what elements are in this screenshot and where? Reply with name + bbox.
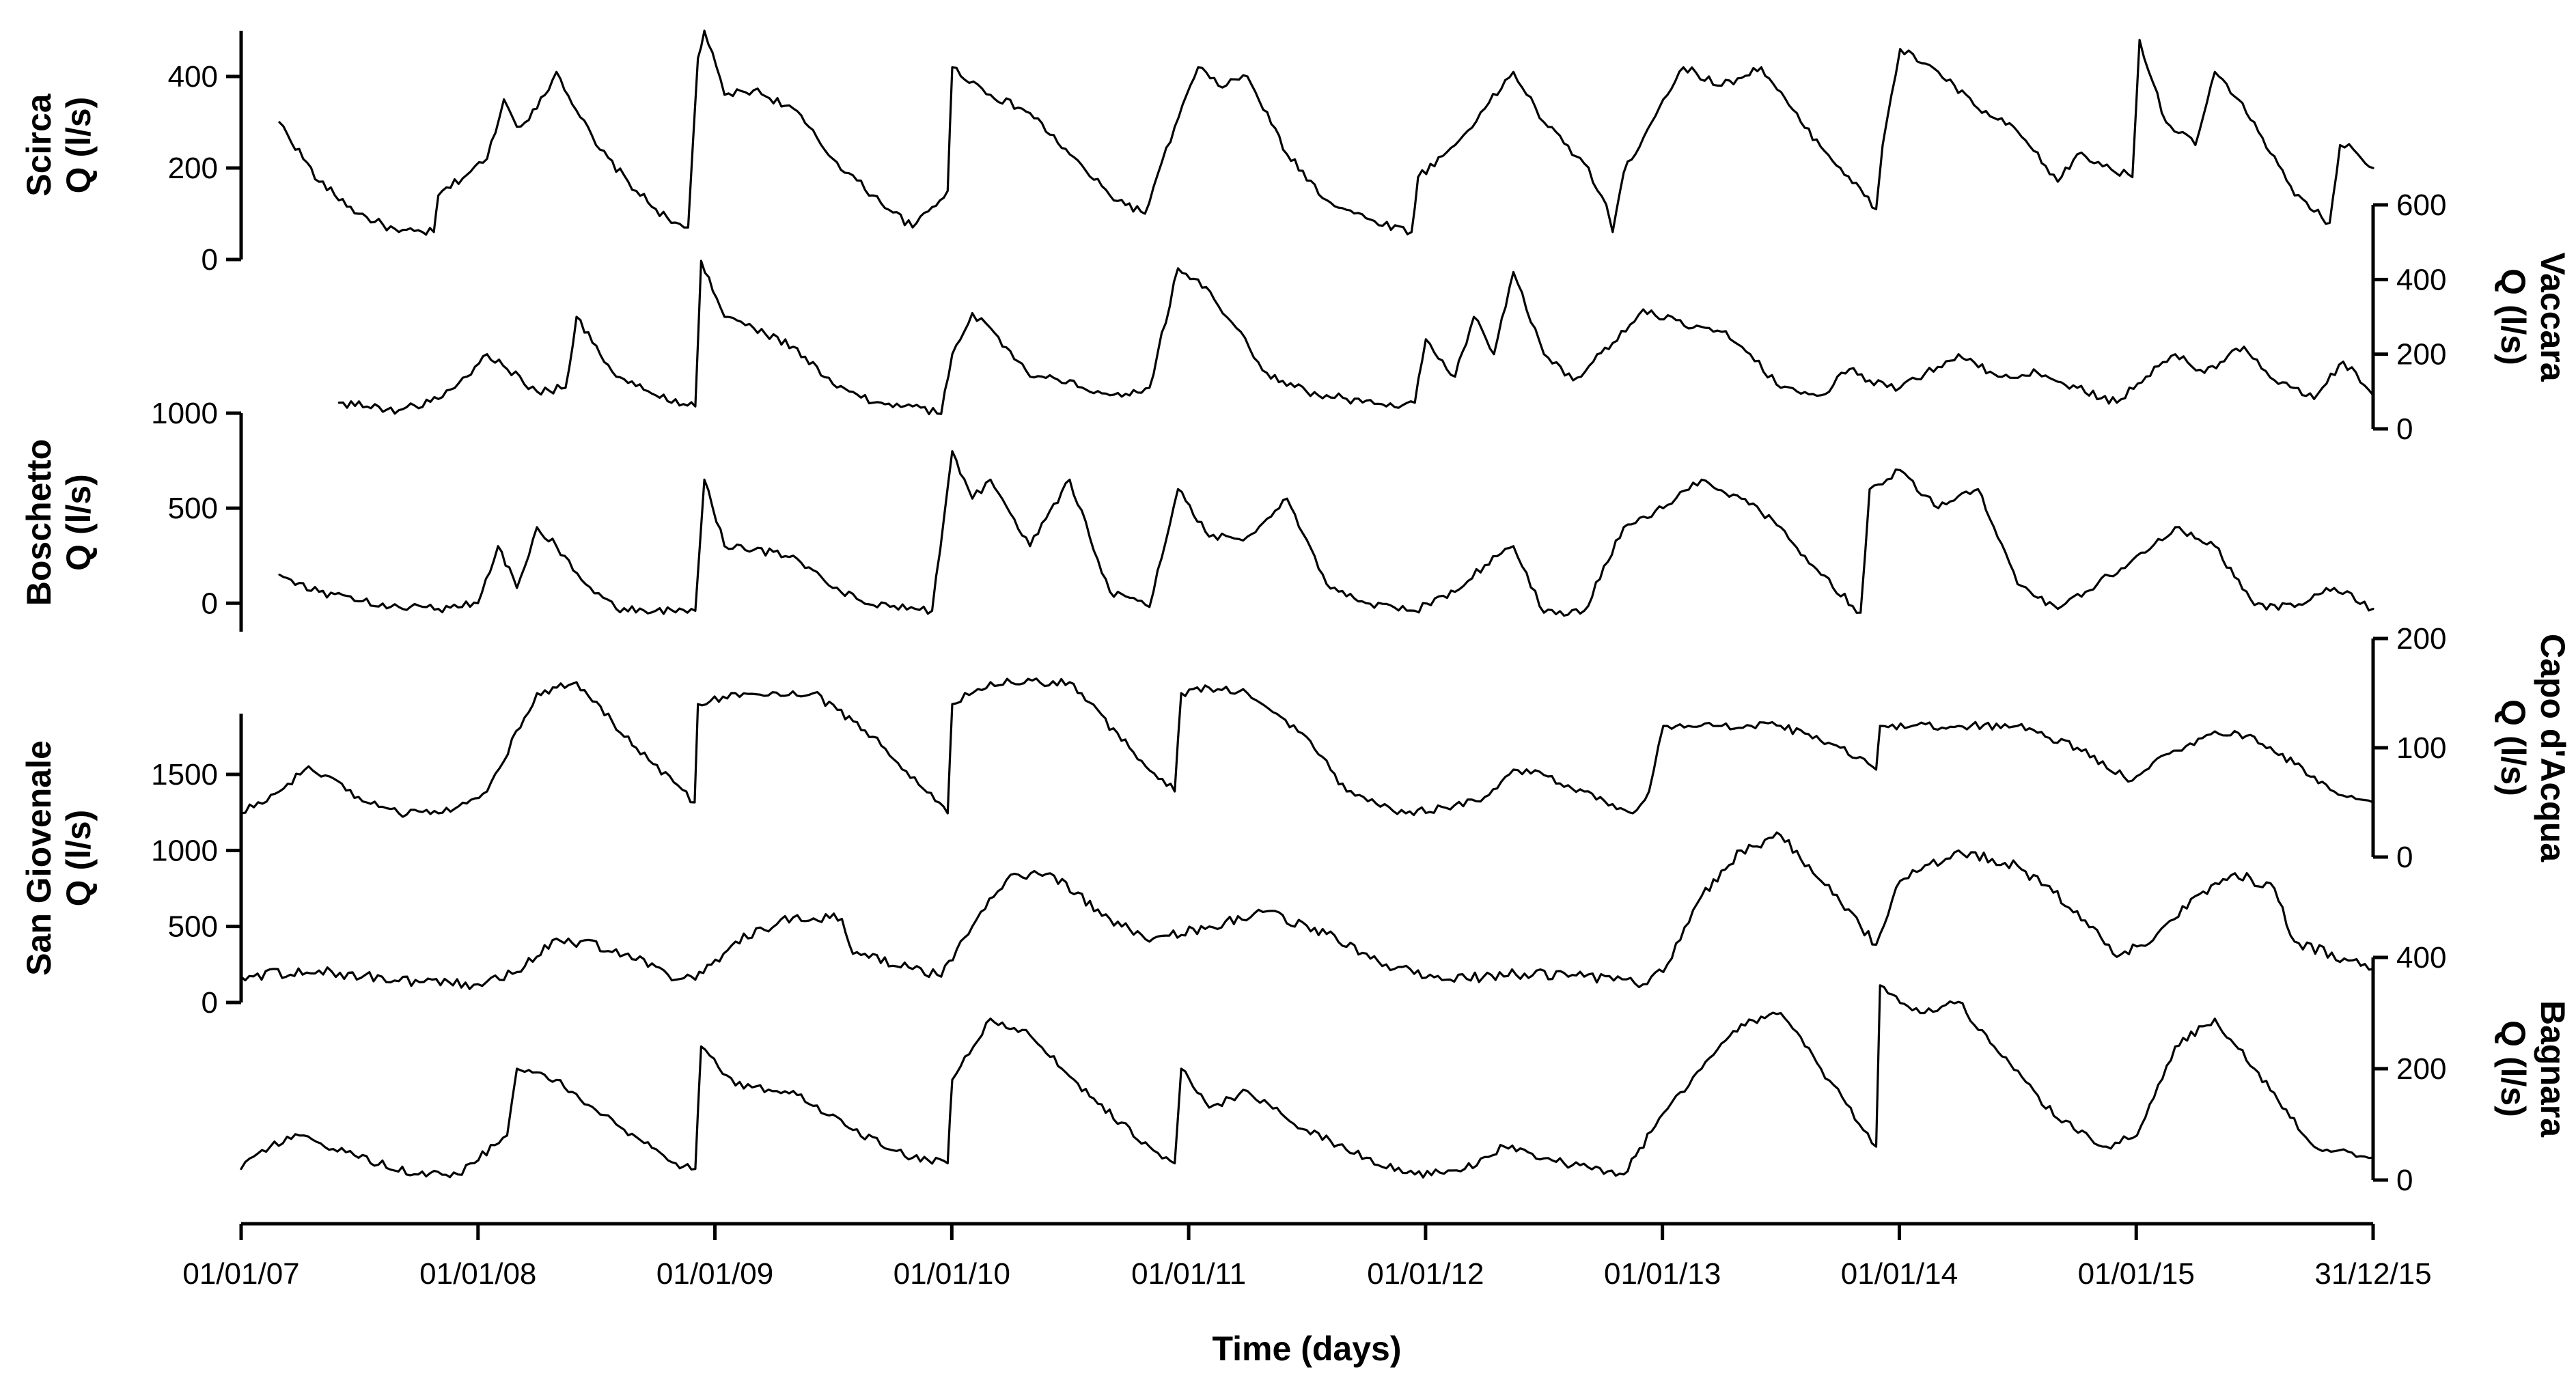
bagnara-y-tick-label: 0 [2396, 1164, 2413, 1197]
series-boschetto [278, 450, 2374, 617]
x-ticks: 01/01/07 01/01/08 01/01/09 01/01/10 01/01/11… [182, 1224, 2432, 1291]
series-scirca [278, 29, 2374, 236]
panel-boschetto: 0 500 1000 BoschettoQ (l/s) [20, 397, 2374, 632]
x-tick-label: 01/01/12 [1367, 1257, 1484, 1291]
capo-d-acqua-y-axis-title: Capo d'AcquaQ (l/s) [2494, 634, 2572, 862]
panel-san-giovenale: 0 500 1000 1500 San GiovenaleQ (l/s) [20, 714, 2374, 1020]
vaccara-y-tick-label: 600 [2396, 188, 2446, 222]
panel-bagnara: 0 200 400 BagnaraQ (l/s) [240, 941, 2572, 1197]
vaccara-y-tick-label: 0 [2396, 412, 2413, 446]
panel-scirca: 0 200 400 ScircaQ (l/s) [20, 29, 2374, 277]
x-tick-label: 01/01/13 [1604, 1257, 1721, 1291]
bagnara-y-axis-title: BagnaraQ (l/s) [2494, 1000, 2572, 1138]
panels: 0 200 400 ScircaQ (l/s) 0 200 400 600 VaccaraQ (… [20, 29, 2572, 1197]
x-tick-label: 31/12/15 [2314, 1257, 2431, 1291]
boschetto-y-tick-label: 0 [202, 587, 218, 620]
series-vaccara [337, 259, 2374, 416]
san-giovenale-y-tick-label: 500 [168, 910, 218, 944]
panel-capo-d-acqua: 0 100 200 Capo d'AcquaQ (l/s) [240, 622, 2572, 874]
capo-d-acqua-y-tick-label: 200 [2396, 622, 2446, 656]
scirca-y-tick-label: 0 [202, 243, 218, 277]
series-bagnara [240, 984, 2374, 1179]
san-giovenale-y-tick-label: 0 [202, 986, 218, 1020]
scirca-y-axis-title: ScircaQ (l/s) [20, 93, 98, 196]
scirca-y-tick-label: 200 [168, 152, 218, 185]
capo-d-acqua-y-tick-label: 0 [2396, 841, 2413, 874]
vaccara-y-tick-label: 200 [2396, 338, 2446, 371]
boschetto-y-tick-label: 500 [168, 492, 218, 525]
san-giovenale-y-axis-title: San GiovenaleQ (l/s) [20, 740, 98, 976]
boschetto-y-tick-label: 1000 [151, 397, 218, 430]
x-tick-label: 01/01/11 [1131, 1257, 1246, 1291]
x-tick-label: 01/01/09 [656, 1257, 773, 1291]
bagnara-y-tick-label: 200 [2396, 1052, 2446, 1086]
x-tick-label: 01/01/15 [2078, 1257, 2195, 1291]
vaccara-y-tick-label: 400 [2396, 263, 2446, 296]
san-giovenale-y-tick-label: 1500 [151, 758, 218, 791]
series-capo-d-acqua [240, 677, 2374, 818]
vaccara-y-axis-title: VaccaraQ (l/s) [2494, 252, 2572, 382]
x-tick-label: 01/01/14 [1841, 1257, 1958, 1291]
x-tick-label: 01/01/10 [894, 1257, 1010, 1291]
bagnara-y-tick-label: 400 [2396, 941, 2446, 974]
panel-vaccara: 0 200 400 600 VaccaraQ (l/s) [337, 188, 2572, 446]
san-giovenale-y-tick-label: 1000 [151, 834, 218, 867]
x-axis-title: Time (days) [1213, 1330, 1402, 1368]
boschetto-y-axis-title: BoschettoQ (l/s) [20, 439, 98, 606]
capo-d-acqua-y-tick-label: 100 [2396, 731, 2446, 765]
x-tick-label: 01/01/07 [182, 1257, 299, 1291]
x-tick-label: 01/01/08 [419, 1257, 536, 1291]
x-axis: 01/01/07 01/01/08 01/01/09 01/01/10 01/01/11… [182, 1222, 2432, 1368]
series-san-giovenale [240, 831, 2374, 990]
scirca-y-tick-label: 400 [168, 60, 218, 94]
